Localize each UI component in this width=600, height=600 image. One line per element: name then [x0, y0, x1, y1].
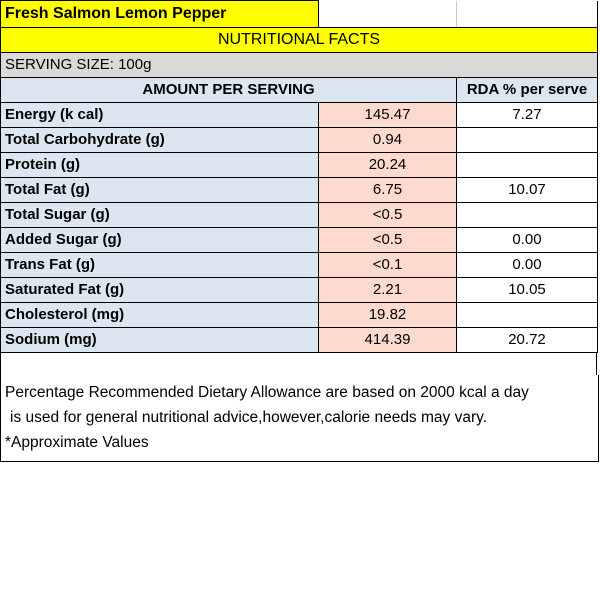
nutrient-label: Saturated Fat (g): [0, 277, 319, 303]
nutrient-value: <0.5: [318, 227, 457, 253]
nutrient-label: Sodium (mg): [0, 327, 319, 353]
table-row: Protein (g) 20.24: [0, 152, 598, 178]
nutrient-value: <0.1: [318, 252, 457, 278]
nutrient-value: 0.94: [318, 127, 457, 153]
table-row: Added Sugar (g) <0.5 0.00: [0, 227, 598, 253]
nutrient-label: Total Carbohydrate (g): [0, 127, 319, 153]
empty-cell: [456, 0, 598, 28]
table-row: Cholesterol (mg) 19.82: [0, 302, 598, 328]
nutrient-label: Trans Fat (g): [0, 252, 319, 278]
table-row: Energy (k cal) 145.47 7.27: [0, 102, 598, 128]
nutrient-value: 145.47: [318, 102, 457, 128]
table-row: Saturated Fat (g) 2.21 10.05: [0, 277, 598, 303]
amount-header: AMOUNT PER SERVING: [0, 77, 457, 103]
nutrient-value: 6.75: [318, 177, 457, 203]
nutrient-value: <0.5: [318, 202, 457, 228]
nutrient-rda: 20.72: [456, 327, 598, 353]
nutrient-label: Energy (k cal): [0, 102, 319, 128]
footnote-line: *Approximate Values: [5, 434, 149, 451]
nutrient-rda: 10.05: [456, 277, 598, 303]
footnote-line: is used for general nutritional advice,h…: [10, 409, 488, 426]
title-row: Fresh Salmon Lemon Pepper: [0, 0, 598, 28]
empty-cell: [318, 0, 457, 28]
table-row: Sodium (mg) 414.39 20.72: [0, 327, 598, 353]
nutrient-rda: 7.27: [456, 102, 598, 128]
nutrient-label: Total Fat (g): [0, 177, 319, 203]
section-title-row: NUTRITIONAL FACTS: [0, 27, 598, 53]
spacer: [0, 353, 597, 375]
footnote: Percentage Recommended Dietary Allowance…: [0, 375, 599, 462]
footnote-line: Percentage Recommended Dietary Allowance…: [5, 384, 529, 401]
nutrient-label: Protein (g): [0, 152, 319, 178]
nutrient-value: 414.39: [318, 327, 457, 353]
header-row: AMOUNT PER SERVING RDA % per serve: [0, 77, 598, 103]
product-name: Fresh Salmon Lemon Pepper: [0, 0, 319, 28]
nutrient-rda: 0.00: [456, 227, 598, 253]
nutrient-value: 19.82: [318, 302, 457, 328]
nutrient-value: 20.24: [318, 152, 457, 178]
nutrient-rda: [456, 127, 598, 153]
nutrient-label: Total Sugar (g): [0, 202, 319, 228]
nutrient-rda: [456, 152, 598, 178]
table-row: Total Carbohydrate (g) 0.94: [0, 127, 598, 153]
nutrient-value: 2.21: [318, 277, 457, 303]
nutrient-rda: 10.07: [456, 177, 598, 203]
rda-header: RDA % per serve: [456, 77, 598, 103]
nutrition-table: Fresh Salmon Lemon Pepper NUTRITIONAL FA…: [0, 0, 598, 353]
nutrition-sheet: Fresh Salmon Lemon Pepper NUTRITIONAL FA…: [0, 0, 599, 462]
serving-row: SERVING SIZE: 100g: [0, 52, 598, 78]
table-row: Total Sugar (g) <0.5: [0, 202, 598, 228]
table-row: Trans Fat (g) <0.1 0.00: [0, 252, 598, 278]
nutrient-rda: [456, 302, 598, 328]
nutrient-rda: [456, 202, 598, 228]
nutrient-label: Cholesterol (mg): [0, 302, 319, 328]
serving-size: SERVING SIZE: 100g: [0, 52, 598, 78]
table-row: Total Fat (g) 6.75 10.07: [0, 177, 598, 203]
nutrient-rda: 0.00: [456, 252, 598, 278]
section-title: NUTRITIONAL FACTS: [0, 27, 598, 53]
nutrient-label: Added Sugar (g): [0, 227, 319, 253]
